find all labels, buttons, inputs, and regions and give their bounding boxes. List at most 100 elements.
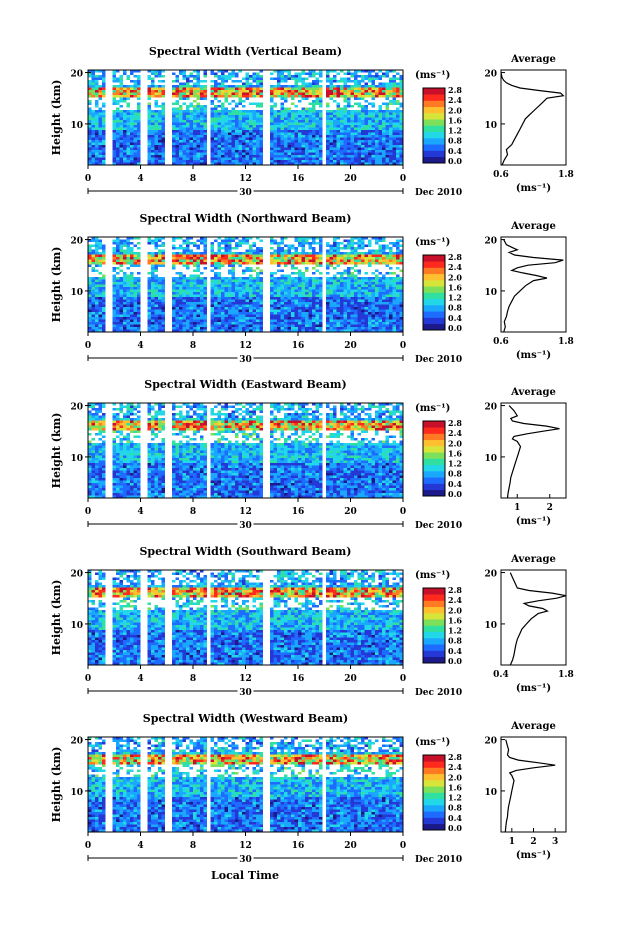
x-tick-label: 0 (400, 341, 406, 351)
colorbar-tick-label: 0.0 (448, 323, 462, 333)
colorbar-tick-label: 2.0 (448, 605, 462, 615)
x-tick-label: 8 (190, 507, 196, 517)
colorbar-tick-label: 2.4 (448, 762, 462, 772)
x-tick-label: 12 (239, 674, 252, 684)
x-tick-label: 4 (137, 341, 143, 351)
colorbar-tick-label: 2.0 (448, 105, 462, 115)
colorbar-swatch (423, 88, 445, 95)
colorbar: (ms⁻¹) 0.00.40.81.21.62.02.42.8 (415, 70, 462, 166)
panel-title: Spectral Width (Northward Beam) (140, 212, 352, 225)
colorbar-swatch (423, 311, 445, 318)
y-tick-label: 10 (70, 121, 83, 131)
colorbar-swatch (423, 125, 445, 133)
colorbar-tick-label: 1.2 (448, 626, 462, 636)
colorbar-tick-label: 0.0 (448, 156, 462, 166)
x-tick-label: 0 (85, 174, 91, 184)
colorbar-tick-label: 2.4 (448, 95, 462, 105)
day-label: 30 (239, 188, 252, 198)
colorbar-tick-label: 0.8 (448, 636, 462, 646)
chart-panel-1: Spectral Width (Vertical Beam) 10 20 Height… (50, 45, 574, 198)
colorbar-swatch (423, 305, 445, 312)
colorbar-swatch (423, 773, 445, 781)
average-title: Average (510, 554, 556, 565)
colorbar-swatch (423, 606, 445, 614)
panel-title: Spectral Width (Vertical Beam) (149, 45, 342, 58)
y-tick-label: 10 (70, 454, 83, 464)
average-title: Average (510, 387, 556, 398)
date-label: Dec 2010 (415, 355, 462, 365)
y-axis-label: Height (km) (50, 413, 63, 489)
day-label-bg (237, 519, 254, 529)
colorbar-tick-label: 1.2 (448, 126, 462, 136)
colorbar: (ms⁻¹) 0.00.40.81.21.62.02.42.8 (415, 570, 462, 666)
colorbar-swatch (423, 613, 445, 620)
colorbar-swatch (423, 823, 445, 831)
average-profile: Average 10 20 0.6 1.8 (ms⁻¹) (484, 221, 573, 361)
average-unit: (ms⁻¹) (516, 350, 551, 361)
colorbar-frame (422, 87, 446, 164)
x-tick-label: 20 (344, 174, 357, 184)
profile-x-tick-label: 1.8 (558, 170, 574, 180)
x-tick-label: 8 (190, 174, 196, 184)
profile-x-tick-label: 2 (530, 837, 536, 847)
profile-line (506, 405, 560, 499)
date-label: Dec 2010 (415, 688, 462, 698)
heatmap-cells (88, 70, 403, 165)
x-tick-label: 0 (400, 174, 406, 184)
profile-line (509, 572, 567, 666)
profile-x-tick-label: 1.8 (558, 337, 574, 347)
y-tick-label: 10 (70, 621, 83, 631)
day-label-bg (237, 853, 254, 863)
profile-frame (500, 736, 567, 833)
x-tick-label: 16 (292, 841, 305, 851)
colorbar-swatch (423, 273, 445, 281)
y-axis-label: Height (km) (50, 247, 63, 323)
x-tick-label: 12 (239, 174, 252, 184)
colorbar-tick-label: 0.4 (448, 813, 462, 823)
colorbar-tick-label: 0.4 (448, 313, 462, 323)
day-label: 30 (239, 355, 252, 365)
colorbar-unit: (ms⁻¹) (415, 737, 450, 748)
colorbar-swatch (423, 119, 445, 126)
date-label: Dec 2010 (415, 521, 462, 531)
colorbar-tick-label: 1.2 (448, 293, 462, 303)
colorbar-swatch (423, 656, 445, 664)
colorbar-swatch (423, 439, 445, 447)
colorbar-swatch (423, 458, 445, 466)
colorbar-tick-label: 2.8 (448, 585, 462, 595)
average-profile: Average 10 20 0.4 1.8 (ms⁻¹) (484, 554, 573, 694)
profile-y-tick-label: 10 (484, 621, 497, 631)
profile-y-tick-label: 10 (484, 121, 497, 131)
date-label: Dec 2010 (415, 188, 462, 198)
x-tick-label: 0 (400, 674, 406, 684)
x-tick-label: 8 (190, 674, 196, 684)
colorbar-tick-label: 0.8 (448, 469, 462, 479)
colorbar-swatch (423, 489, 445, 497)
profile-line (504, 739, 556, 833)
colorbar-tick-label: 2.8 (448, 418, 462, 428)
x-tick-label: 12 (239, 841, 252, 851)
heatmap-cells (88, 570, 403, 665)
colorbar-swatch (423, 298, 445, 306)
profile-y-tick-label: 20 (484, 570, 497, 580)
colorbar-swatch (423, 638, 445, 645)
x-tick-label: 4 (137, 507, 143, 517)
colorbar-frame (422, 420, 446, 497)
chart-panel-4: Spectral Width (Southward Beam) 10 20 Heigh… (50, 545, 574, 698)
y-tick-label: 20 (70, 737, 83, 747)
colorbar-swatch (423, 106, 445, 114)
colorbar-unit: (ms⁻¹) (415, 70, 450, 81)
colorbar-swatch (423, 100, 445, 108)
colorbar: (ms⁻¹) 0.00.40.81.21.62.02.42.8 (415, 403, 462, 499)
colorbar-tick-label: 2.4 (448, 595, 462, 605)
colorbar-swatch (423, 280, 445, 287)
colorbar-tick-label: 0.0 (448, 823, 462, 833)
colorbar-tick-label: 1.6 (448, 115, 462, 125)
colorbar-swatch (423, 144, 445, 151)
heatmap-cells (88, 237, 403, 332)
colorbar-tick-label: 2.0 (448, 272, 462, 282)
x-tick-label: 16 (292, 674, 305, 684)
colorbar-unit: (ms⁻¹) (415, 570, 450, 581)
colorbar-swatch (423, 433, 445, 441)
